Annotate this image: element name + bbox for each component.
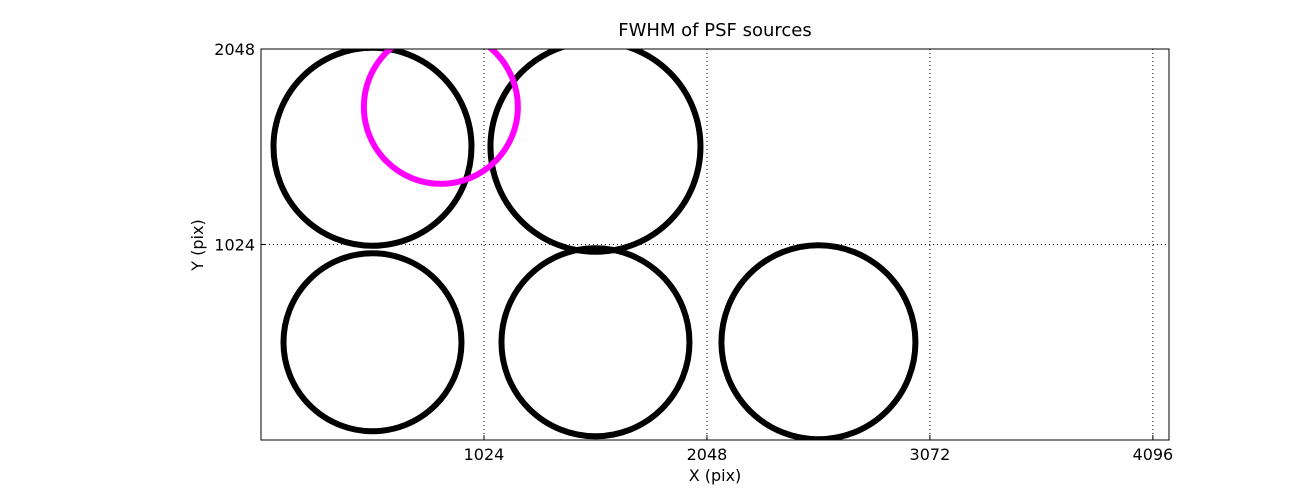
point bbox=[498, 245, 693, 440]
x-tick-label: 4096 bbox=[1133, 445, 1174, 464]
chart-title: FWHM of PSF sources bbox=[618, 20, 812, 41]
point bbox=[360, 49, 521, 187]
point bbox=[718, 242, 919, 440]
y-axis-label: Y (pix) bbox=[188, 219, 207, 271]
x-tick-label: 2048 bbox=[687, 445, 728, 464]
y-tick-label: 1024 bbox=[214, 236, 255, 255]
point bbox=[270, 49, 475, 249]
x-tick-label: 3072 bbox=[910, 445, 951, 464]
x-tick-label: 1024 bbox=[464, 445, 505, 464]
point bbox=[487, 49, 704, 255]
x-axis-label: X (pix) bbox=[689, 466, 742, 485]
marks bbox=[270, 49, 919, 440]
ticks: 1024 2048 3072 4096 1024 2048 bbox=[214, 40, 1173, 464]
y-tick-label: 2048 bbox=[214, 40, 255, 59]
point bbox=[280, 250, 465, 435]
